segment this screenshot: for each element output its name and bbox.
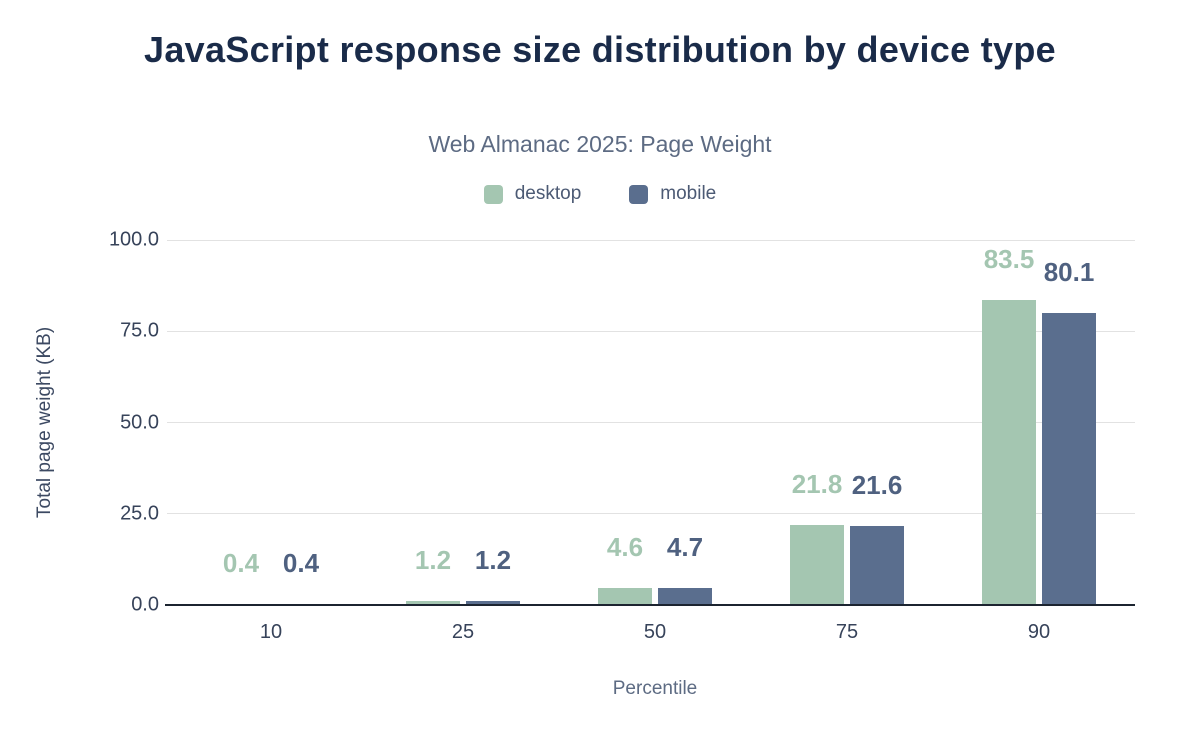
x-tick-label: 75 bbox=[835, 621, 859, 643]
value-label-mobile-90: 80.1 bbox=[1043, 256, 1095, 287]
bar-mobile-25[interactable] bbox=[466, 600, 520, 605]
value-label-desktop-50: 4.6 bbox=[606, 532, 644, 563]
x-tick-label: 10 bbox=[259, 621, 283, 643]
x-tick-label: 25 bbox=[451, 621, 475, 643]
value-label-mobile-50: 4.7 bbox=[666, 531, 704, 562]
x-axis-line bbox=[165, 604, 1135, 606]
x-tick-label: 50 bbox=[643, 621, 667, 643]
legend-label: desktop bbox=[514, 183, 582, 204]
bar-desktop-75[interactable] bbox=[790, 525, 844, 605]
value-label-mobile-75: 21.6 bbox=[851, 470, 903, 501]
bar-desktop-25[interactable] bbox=[406, 600, 460, 605]
y-tick-label: 75.0 bbox=[120, 319, 159, 342]
chart-subtitle: Web Almanac 2025: Page Weight bbox=[428, 131, 772, 157]
value-label-desktop-75: 21.8 bbox=[791, 469, 843, 500]
x-axis-label: Percentile bbox=[612, 678, 698, 699]
gridline bbox=[167, 330, 1135, 332]
value-label-mobile-25: 1.2 bbox=[474, 544, 512, 575]
bar-desktop-90[interactable] bbox=[982, 300, 1036, 605]
value-label-desktop-10: 0.4 bbox=[222, 547, 260, 578]
x-tick-label: 90 bbox=[1027, 621, 1051, 643]
y-axis-label: Total page weight (KB) bbox=[34, 326, 55, 519]
legend-label: mobile bbox=[660, 183, 717, 204]
plot-area: 0.0 25.0 50.0 75.0 100.0 10 0.4 0.4 25 1.2 1.2 50 4.… bbox=[109, 229, 1135, 643]
legend-item-mobile[interactable]: mobile bbox=[629, 183, 716, 205]
value-label-desktop-25: 1.2 bbox=[414, 544, 452, 575]
gridline bbox=[167, 513, 1135, 515]
legend-swatch-mobile bbox=[629, 184, 649, 204]
y-tick-label: 100.0 bbox=[108, 228, 159, 251]
y-tick-label: 50.0 bbox=[120, 411, 159, 433]
gridline bbox=[167, 422, 1135, 423]
legend: desktop mobile bbox=[0, 183, 1200, 205]
bar-mobile-75[interactable] bbox=[850, 526, 904, 605]
y-tick-label: 25.0 bbox=[120, 502, 159, 525]
value-label-mobile-10: 0.4 bbox=[282, 547, 320, 578]
gridline bbox=[167, 239, 1135, 241]
bar-mobile-50[interactable] bbox=[658, 587, 712, 605]
bar-mobile-90[interactable] bbox=[1042, 312, 1096, 605]
legend-item-desktop[interactable]: desktop bbox=[483, 183, 582, 205]
y-tick-label: 0.0 bbox=[131, 593, 159, 616]
chart-title: JavaScript response size distribution by… bbox=[144, 29, 1056, 70]
value-label-desktop-90: 83.5 bbox=[983, 244, 1035, 275]
legend-swatch-desktop bbox=[483, 184, 503, 204]
bar-desktop-50[interactable] bbox=[598, 588, 652, 605]
